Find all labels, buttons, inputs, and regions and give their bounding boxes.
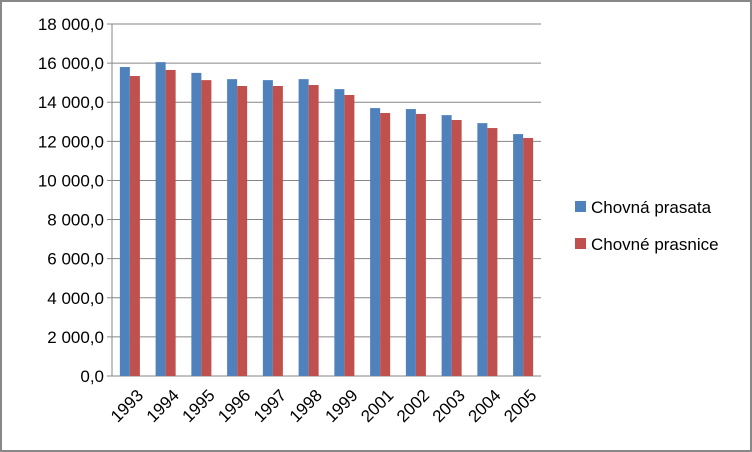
y-tick-label: 16 000,0: [38, 54, 104, 73]
y-tick-label: 4 000,0: [47, 289, 104, 308]
bar: [191, 72, 202, 376]
bar: [129, 76, 140, 377]
bar: [370, 108, 381, 376]
bar: [405, 109, 416, 377]
bar: [334, 89, 345, 377]
bar: [272, 85, 283, 376]
y-tick-label: 10 000,0: [38, 171, 104, 190]
bar: [165, 69, 176, 376]
bar: [451, 120, 462, 376]
bar: [477, 123, 488, 376]
bar: [487, 128, 498, 376]
legend-label: Chovná prasata: [591, 198, 712, 217]
y-tick-label: 0,0: [80, 367, 104, 386]
bar: [119, 67, 130, 377]
legend-label: Chovné prasnice: [591, 235, 719, 254]
bar: [262, 80, 273, 376]
bar: [380, 112, 391, 376]
bar: [344, 94, 355, 376]
bar: [227, 79, 238, 376]
y-tick-label: 6 000,0: [47, 250, 104, 269]
bar: [155, 62, 166, 377]
bar: [298, 79, 309, 376]
bar: [308, 85, 319, 376]
bar: [237, 85, 248, 376]
y-tick-label: 14 000,0: [38, 93, 104, 112]
legend-swatch: [575, 201, 586, 212]
bar: [523, 138, 534, 376]
y-tick-label: 18 000,0: [38, 15, 104, 34]
y-tick-label: 8 000,0: [47, 211, 104, 230]
legend-swatch: [575, 238, 586, 249]
bar: [441, 115, 452, 376]
y-tick-label: 12 000,0: [38, 132, 104, 151]
bar: [415, 113, 426, 376]
bar: [201, 80, 212, 376]
bar: [513, 134, 524, 376]
y-tick-label: 2 000,0: [47, 328, 104, 347]
